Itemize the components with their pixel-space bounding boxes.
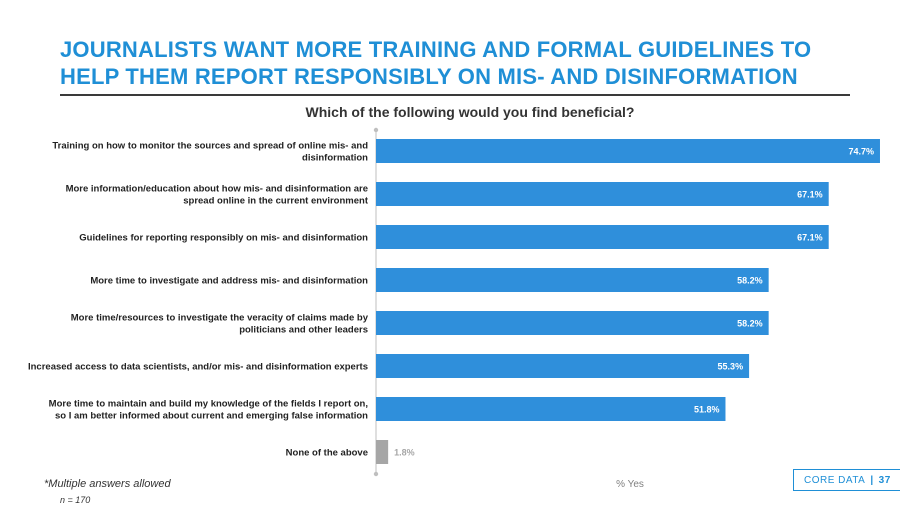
- category-label-5-0: Increased access to data scientists, and…: [28, 362, 368, 373]
- brand-separator: |: [870, 474, 874, 486]
- chart-title: Which of the following would you find be…: [305, 104, 635, 120]
- bar-4: [376, 311, 769, 335]
- value-label-2: 67.1%: [797, 233, 823, 243]
- page-title-line-2: HELP THEM REPORT RESPONSIBLY ON MIS- AND…: [60, 64, 798, 89]
- category-label-4-1: politicians and other leaders: [239, 325, 368, 336]
- category-label-0-1: disinformation: [302, 153, 368, 164]
- brand-badge: CORE DATA | 37: [793, 469, 900, 491]
- value-label-0: 74.7%: [848, 147, 874, 157]
- x-axis-label: % Yes: [616, 479, 644, 490]
- bar-7: [376, 440, 389, 464]
- bar-6: [376, 397, 726, 421]
- category-label-6-0: More time to maintain and build my knowl…: [49, 399, 368, 410]
- sample-size: n = 170: [60, 495, 91, 505]
- category-label-1-0: More information/education about how mis…: [66, 184, 368, 195]
- category-label-7-0: None of the above: [286, 448, 368, 459]
- bar-3: [376, 268, 769, 292]
- value-label-5: 55.3%: [718, 362, 744, 372]
- value-label-7: 1.8%: [394, 448, 415, 458]
- axis-marker-bottom: [373, 471, 379, 477]
- category-label-4-0: More time/resources to investigate the v…: [71, 313, 369, 324]
- value-label-1: 67.1%: [797, 190, 823, 200]
- value-label-3: 58.2%: [737, 276, 763, 286]
- bar-2: [376, 225, 829, 249]
- category-label-3-0: More time to investigate and address mis…: [90, 276, 368, 287]
- category-label-0-0: Training on how to monitor the sources a…: [52, 141, 368, 152]
- brand-name: CORE DATA: [804, 474, 866, 486]
- page-number: 37: [878, 474, 891, 486]
- bar-5: [376, 354, 750, 378]
- page-title-line-1: JOURNALISTS WANT MORE TRAINING AND FORMA…: [60, 37, 812, 62]
- category-label-6-1: so I am better informed about current an…: [55, 411, 368, 422]
- bar-0: [376, 139, 880, 163]
- category-label-1-1: spread online in the current environment: [183, 196, 369, 207]
- value-label-6: 51.8%: [694, 405, 720, 415]
- footnote: *Multiple answers allowed: [44, 478, 171, 490]
- page-title: JOURNALISTS WANT MORE TRAINING AND FORMA…: [60, 36, 850, 96]
- bar-1: [376, 182, 829, 206]
- axis-marker-top: [373, 127, 379, 133]
- value-label-4: 58.2%: [737, 319, 763, 329]
- category-label-2-0: Guidelines for reporting responsibly on …: [79, 233, 368, 244]
